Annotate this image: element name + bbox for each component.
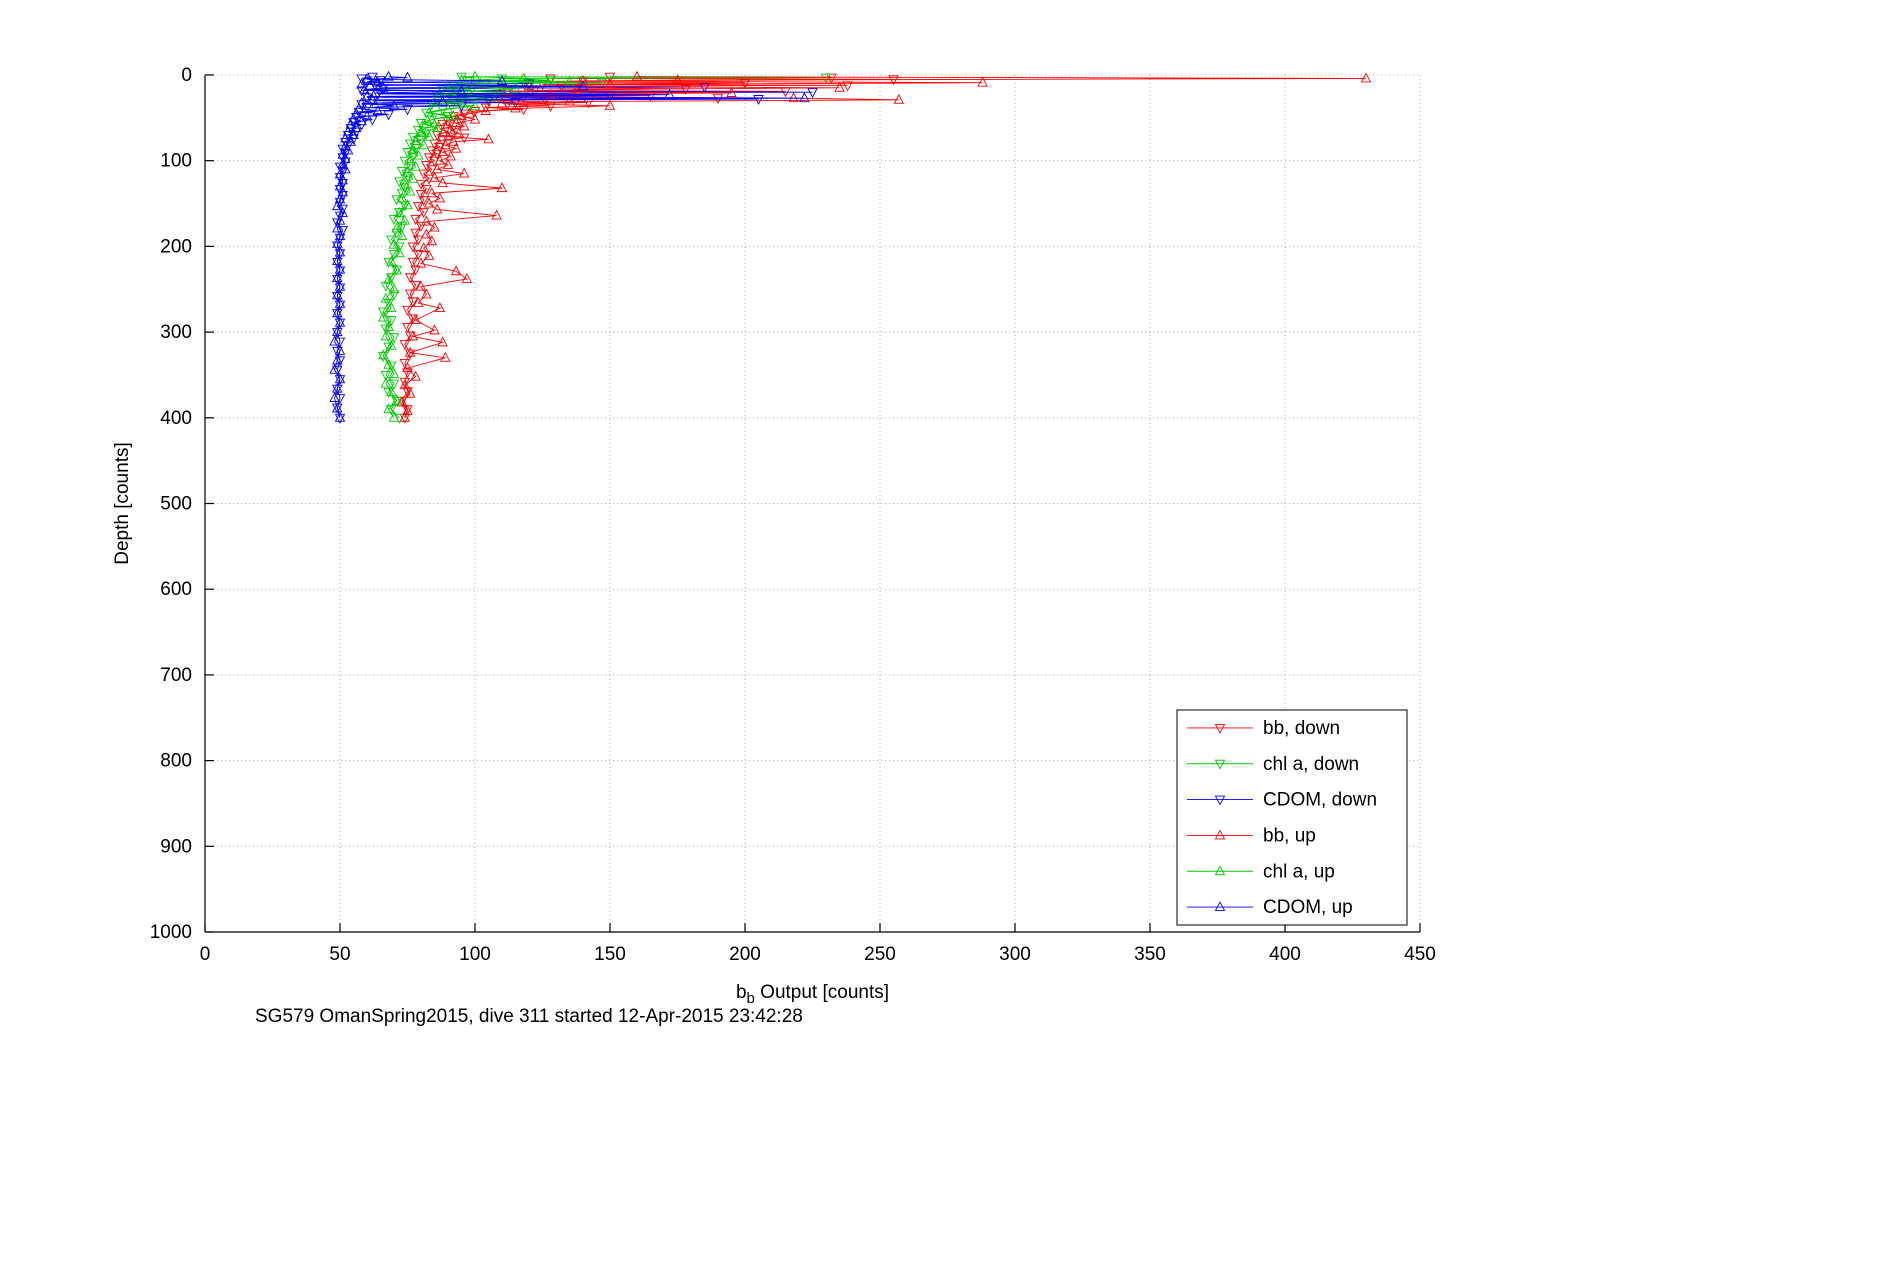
legend-marker: [1214, 723, 1226, 734]
series-markers: [377, 72, 832, 424]
x-tick-label: 300: [999, 944, 1031, 965]
y-tick-label: 600: [160, 579, 192, 600]
y-tick-label: 900: [160, 836, 192, 857]
series-line: [336, 76, 813, 418]
legend-label: bb, up: [1263, 825, 1316, 846]
legend-marker: [1214, 795, 1226, 806]
legend-label: CDOM, down: [1263, 790, 1377, 811]
series-cdom-up: [329, 70, 810, 422]
y-tick-label: 500: [160, 494, 192, 515]
legend-entry: CDOM, down: [1187, 790, 1377, 811]
legend-entry: bb, down: [1187, 718, 1340, 739]
x-tick-label: 250: [864, 944, 896, 965]
series-cdom-down: [332, 72, 818, 424]
tick-marks: [204, 74, 1421, 933]
y-tick-label: 700: [160, 665, 192, 686]
series-bb-up: [396, 70, 1372, 422]
x-tick-label: 0: [200, 944, 211, 965]
x-tick-label: 200: [729, 944, 761, 965]
series-markers: [329, 70, 810, 422]
chart-caption: SG579 OmanSpring2015, dive 311 started 1…: [255, 1006, 803, 1027]
y-tick-label: 400: [160, 408, 192, 429]
series-markers: [332, 72, 818, 424]
series-markers: [396, 70, 1372, 422]
y-tick-label: 1000: [150, 922, 192, 943]
x-tick-label: 50: [329, 944, 350, 965]
y-tick-label: 300: [160, 322, 192, 343]
legend-marker: [1214, 901, 1226, 912]
legend-label: chl a, down: [1263, 754, 1359, 775]
y-tick-label: 100: [160, 151, 192, 172]
legend-box: [1176, 709, 1408, 926]
series-markers: [377, 70, 575, 422]
legend-marker: [1214, 759, 1226, 770]
x-tick-label: 150: [594, 944, 626, 965]
series-markers: [396, 72, 899, 424]
x-tick-label: 400: [1269, 944, 1301, 965]
y-axis-label: Depth [counts]: [112, 442, 133, 565]
y-tick-label: 200: [160, 236, 192, 257]
legend-label: CDOM, up: [1263, 897, 1353, 918]
series-line: [382, 76, 827, 419]
series-bb-down: [396, 72, 899, 424]
y-tick-label: 800: [160, 751, 192, 772]
legend-entry: CDOM, up: [1187, 897, 1353, 918]
x-tick-label: 450: [1404, 944, 1436, 965]
legend-marker: [1214, 865, 1226, 876]
legend: bb, down chl a, down CDOM, down bb, up chl a…: [1176, 709, 1408, 926]
series-line: [401, 76, 1367, 418]
x-tick-label: 100: [459, 944, 491, 965]
y-tick-label: 0: [181, 65, 192, 86]
legend-entry: chl a, up: [1187, 861, 1335, 882]
x-tick-label: 350: [1134, 944, 1166, 965]
series-chl-a-down: [377, 72, 832, 424]
tick-labels: 0 50 100 150 200 250 300 350 400 450 0 100 200 300 400…: [150, 65, 1436, 965]
legend-label: bb, down: [1263, 718, 1340, 739]
x-axis-label: bb Output [counts]: [736, 982, 889, 1007]
legend-label: chl a, up: [1263, 861, 1335, 882]
series-line: [401, 76, 894, 418]
legend-entry: bb, up: [1187, 825, 1316, 846]
legend-marker: [1214, 829, 1226, 840]
legend-entry: chl a, down: [1187, 754, 1359, 775]
